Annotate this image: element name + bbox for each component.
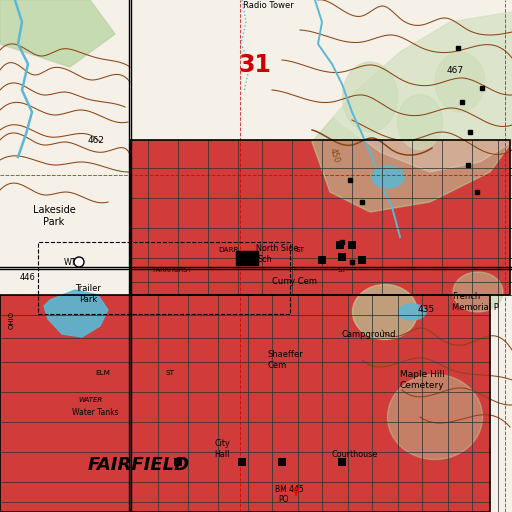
Bar bbox=[0, 295, 490, 512]
Bar bbox=[338, 458, 346, 466]
Polygon shape bbox=[310, 0, 512, 172]
Bar bbox=[130, 140, 510, 295]
Text: PO: PO bbox=[278, 495, 288, 504]
Text: 462: 462 bbox=[88, 136, 105, 145]
Text: French
Memorial P: French Memorial P bbox=[452, 292, 499, 312]
Bar bbox=[338, 253, 346, 261]
Bar bbox=[130, 140, 510, 295]
Text: DARR: DARR bbox=[218, 247, 239, 253]
Text: ST: ST bbox=[165, 370, 174, 376]
Text: Curry Cem: Curry Cem bbox=[272, 277, 317, 286]
Text: 31: 31 bbox=[238, 53, 271, 77]
Text: WT: WT bbox=[64, 258, 77, 267]
Bar bbox=[318, 256, 326, 264]
Text: ST: ST bbox=[338, 267, 347, 273]
Polygon shape bbox=[44, 290, 108, 337]
Text: WATER: WATER bbox=[78, 397, 102, 403]
Ellipse shape bbox=[343, 62, 397, 132]
Bar bbox=[348, 241, 356, 249]
Text: PARKHURST: PARKHURST bbox=[152, 267, 191, 273]
Text: OHIO: OHIO bbox=[9, 311, 15, 329]
Bar bbox=[38, 242, 290, 314]
Text: BM 445: BM 445 bbox=[275, 485, 304, 494]
Text: Radio Tower: Radio Tower bbox=[243, 1, 293, 10]
Text: North Side: North Side bbox=[256, 244, 298, 253]
Text: Lakeside
Park: Lakeside Park bbox=[33, 205, 75, 227]
Text: ELM: ELM bbox=[95, 370, 110, 376]
Bar bbox=[238, 458, 246, 466]
Text: City
Hall: City Hall bbox=[214, 439, 230, 459]
Ellipse shape bbox=[352, 285, 417, 339]
Ellipse shape bbox=[397, 95, 442, 150]
Text: ST: ST bbox=[295, 247, 304, 253]
Text: Maple Hill
Cemetery: Maple Hill Cemetery bbox=[400, 370, 444, 390]
Text: Sch: Sch bbox=[258, 255, 272, 264]
Ellipse shape bbox=[372, 166, 404, 188]
Text: Trailer
Park: Trailer Park bbox=[75, 284, 101, 304]
Text: 450: 450 bbox=[328, 147, 341, 164]
Ellipse shape bbox=[435, 52, 485, 112]
Text: Shaeffer
Cem: Shaeffer Cem bbox=[268, 350, 304, 370]
Text: FAIRFIELD: FAIRFIELD bbox=[88, 456, 190, 474]
Bar bbox=[174, 458, 182, 466]
Bar bbox=[0, 295, 490, 512]
Ellipse shape bbox=[398, 304, 426, 320]
Bar bbox=[358, 256, 366, 264]
Ellipse shape bbox=[388, 374, 482, 459]
Bar bbox=[336, 241, 344, 249]
Bar bbox=[236, 251, 258, 265]
Text: 435: 435 bbox=[418, 305, 435, 314]
Text: 467: 467 bbox=[447, 66, 464, 75]
Text: Water Tanks: Water Tanks bbox=[72, 408, 119, 417]
Ellipse shape bbox=[453, 272, 503, 312]
Polygon shape bbox=[0, 0, 115, 67]
Circle shape bbox=[74, 257, 84, 267]
Text: Campground: Campground bbox=[342, 330, 396, 339]
Bar bbox=[278, 458, 286, 466]
Text: Courthouse: Courthouse bbox=[332, 450, 378, 459]
Polygon shape bbox=[312, 12, 512, 212]
Text: 446: 446 bbox=[20, 273, 36, 282]
